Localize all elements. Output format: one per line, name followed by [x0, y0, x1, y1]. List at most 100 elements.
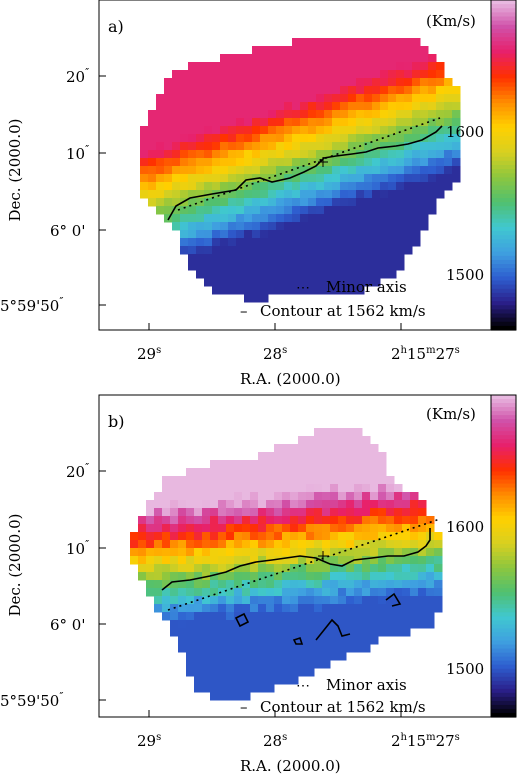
- velocity-pixel: [346, 524, 355, 533]
- velocity-pixel: [274, 668, 283, 677]
- velocity-pixel: [204, 278, 213, 287]
- velocity-pixel: [268, 102, 277, 111]
- velocity-pixel: [250, 580, 259, 589]
- velocity-pixel: [306, 572, 315, 581]
- velocity-pixel: [226, 652, 235, 661]
- velocity-pixel: [202, 684, 211, 693]
- velocity-pixel: [340, 78, 349, 87]
- velocity-pixel: [426, 604, 435, 613]
- velocity-pixel: [276, 158, 285, 167]
- velocity-pixel: [346, 460, 355, 469]
- velocity-pixel: [242, 588, 251, 597]
- velocity-pixel: [258, 564, 267, 573]
- velocity-pixel: [218, 476, 227, 485]
- velocity-pixel: [186, 556, 195, 565]
- colorbar-segment: [491, 313, 516, 319]
- velocity-pixel: [348, 222, 357, 231]
- velocity-pixel: [340, 286, 349, 295]
- velocity-pixel: [148, 166, 157, 175]
- velocity-pixel: [228, 102, 237, 111]
- velocity-pixel: [250, 636, 259, 645]
- velocity-pixel: [228, 150, 237, 159]
- velocity-pixel: [380, 270, 389, 279]
- velocity-pixel: [314, 564, 323, 573]
- velocity-pixel: [226, 684, 235, 693]
- velocity-pixel: [356, 94, 365, 103]
- velocity-pixel: [138, 564, 147, 573]
- velocity-pixel: [300, 86, 309, 95]
- velocity-pixel: [218, 484, 227, 493]
- velocity-pixel: [258, 596, 267, 605]
- velocity-pixel: [220, 174, 229, 183]
- velocity-pixel: [266, 524, 275, 533]
- velocity-pixel: [202, 676, 211, 685]
- velocity-pixel: [148, 190, 157, 199]
- colorbar-segment: [491, 45, 516, 51]
- velocity-pixel: [226, 540, 235, 549]
- velocity-pixel: [186, 572, 195, 581]
- velocity-pixel: [394, 508, 403, 517]
- velocity-pixel: [434, 556, 443, 565]
- velocity-pixel: [418, 564, 427, 573]
- panel-a-xlabel: R.A. (2000.0): [240, 370, 341, 388]
- velocity-pixel: [426, 596, 435, 605]
- velocity-pixel: [356, 54, 365, 63]
- velocity-pixel: [252, 142, 261, 151]
- colorbar-segment: [491, 284, 516, 290]
- velocity-pixel: [410, 492, 419, 501]
- panel-b-center-cross: [318, 551, 328, 561]
- velocity-pixel: [194, 684, 203, 693]
- velocity-pixel: [402, 628, 411, 637]
- velocity-pixel: [154, 564, 163, 573]
- velocity-pixel: [242, 612, 251, 621]
- velocity-pixel: [394, 628, 403, 637]
- velocity-pixel: [434, 532, 443, 541]
- velocity-pixel: [410, 564, 419, 573]
- velocity-pixel: [372, 102, 381, 111]
- velocity-pixel: [436, 142, 445, 151]
- velocity-pixel: [314, 580, 323, 589]
- velocity-pixel: [356, 166, 365, 175]
- velocity-pixel: [250, 556, 259, 565]
- velocity-pixel: [396, 38, 405, 47]
- velocity-pixel: [354, 444, 363, 453]
- velocity-pixel: [354, 428, 363, 437]
- velocity-pixel: [388, 238, 397, 247]
- colorbar-segment: [491, 78, 516, 84]
- velocity-pixel: [284, 214, 293, 223]
- velocity-pixel: [378, 628, 387, 637]
- velocity-pixel: [420, 94, 429, 103]
- velocity-pixel: [300, 46, 309, 55]
- velocity-pixel: [220, 262, 229, 271]
- velocity-pixel: [388, 70, 397, 79]
- velocity-pixel: [346, 636, 355, 645]
- velocity-pixel: [378, 620, 387, 629]
- velocity-pixel: [292, 246, 301, 255]
- velocity-pixel: [356, 86, 365, 95]
- velocity-pixel: [404, 38, 413, 47]
- velocity-pixel: [428, 190, 437, 199]
- velocity-pixel: [380, 214, 389, 223]
- velocity-pixel: [220, 270, 229, 279]
- velocity-pixel: [436, 190, 445, 199]
- velocity-pixel: [378, 596, 387, 605]
- velocity-pixel: [196, 198, 205, 207]
- velocity-pixel: [324, 190, 333, 199]
- velocity-pixel: [300, 214, 309, 223]
- velocity-pixel: [178, 596, 187, 605]
- velocity-pixel: [290, 484, 299, 493]
- velocity-pixel: [146, 516, 155, 525]
- velocity-pixel: [324, 62, 333, 71]
- velocity-pixel: [274, 516, 283, 525]
- velocity-pixel: [146, 556, 155, 565]
- velocity-pixel: [178, 540, 187, 549]
- velocity-pixel: [260, 54, 269, 63]
- velocity-pixel: [178, 644, 187, 653]
- velocity-pixel: [196, 206, 205, 215]
- velocity-pixel: [372, 134, 381, 143]
- velocity-pixel: [266, 588, 275, 597]
- velocity-pixel: [220, 286, 229, 295]
- velocity-pixel: [410, 532, 419, 541]
- velocity-pixel: [380, 262, 389, 271]
- velocity-pixel: [228, 246, 237, 255]
